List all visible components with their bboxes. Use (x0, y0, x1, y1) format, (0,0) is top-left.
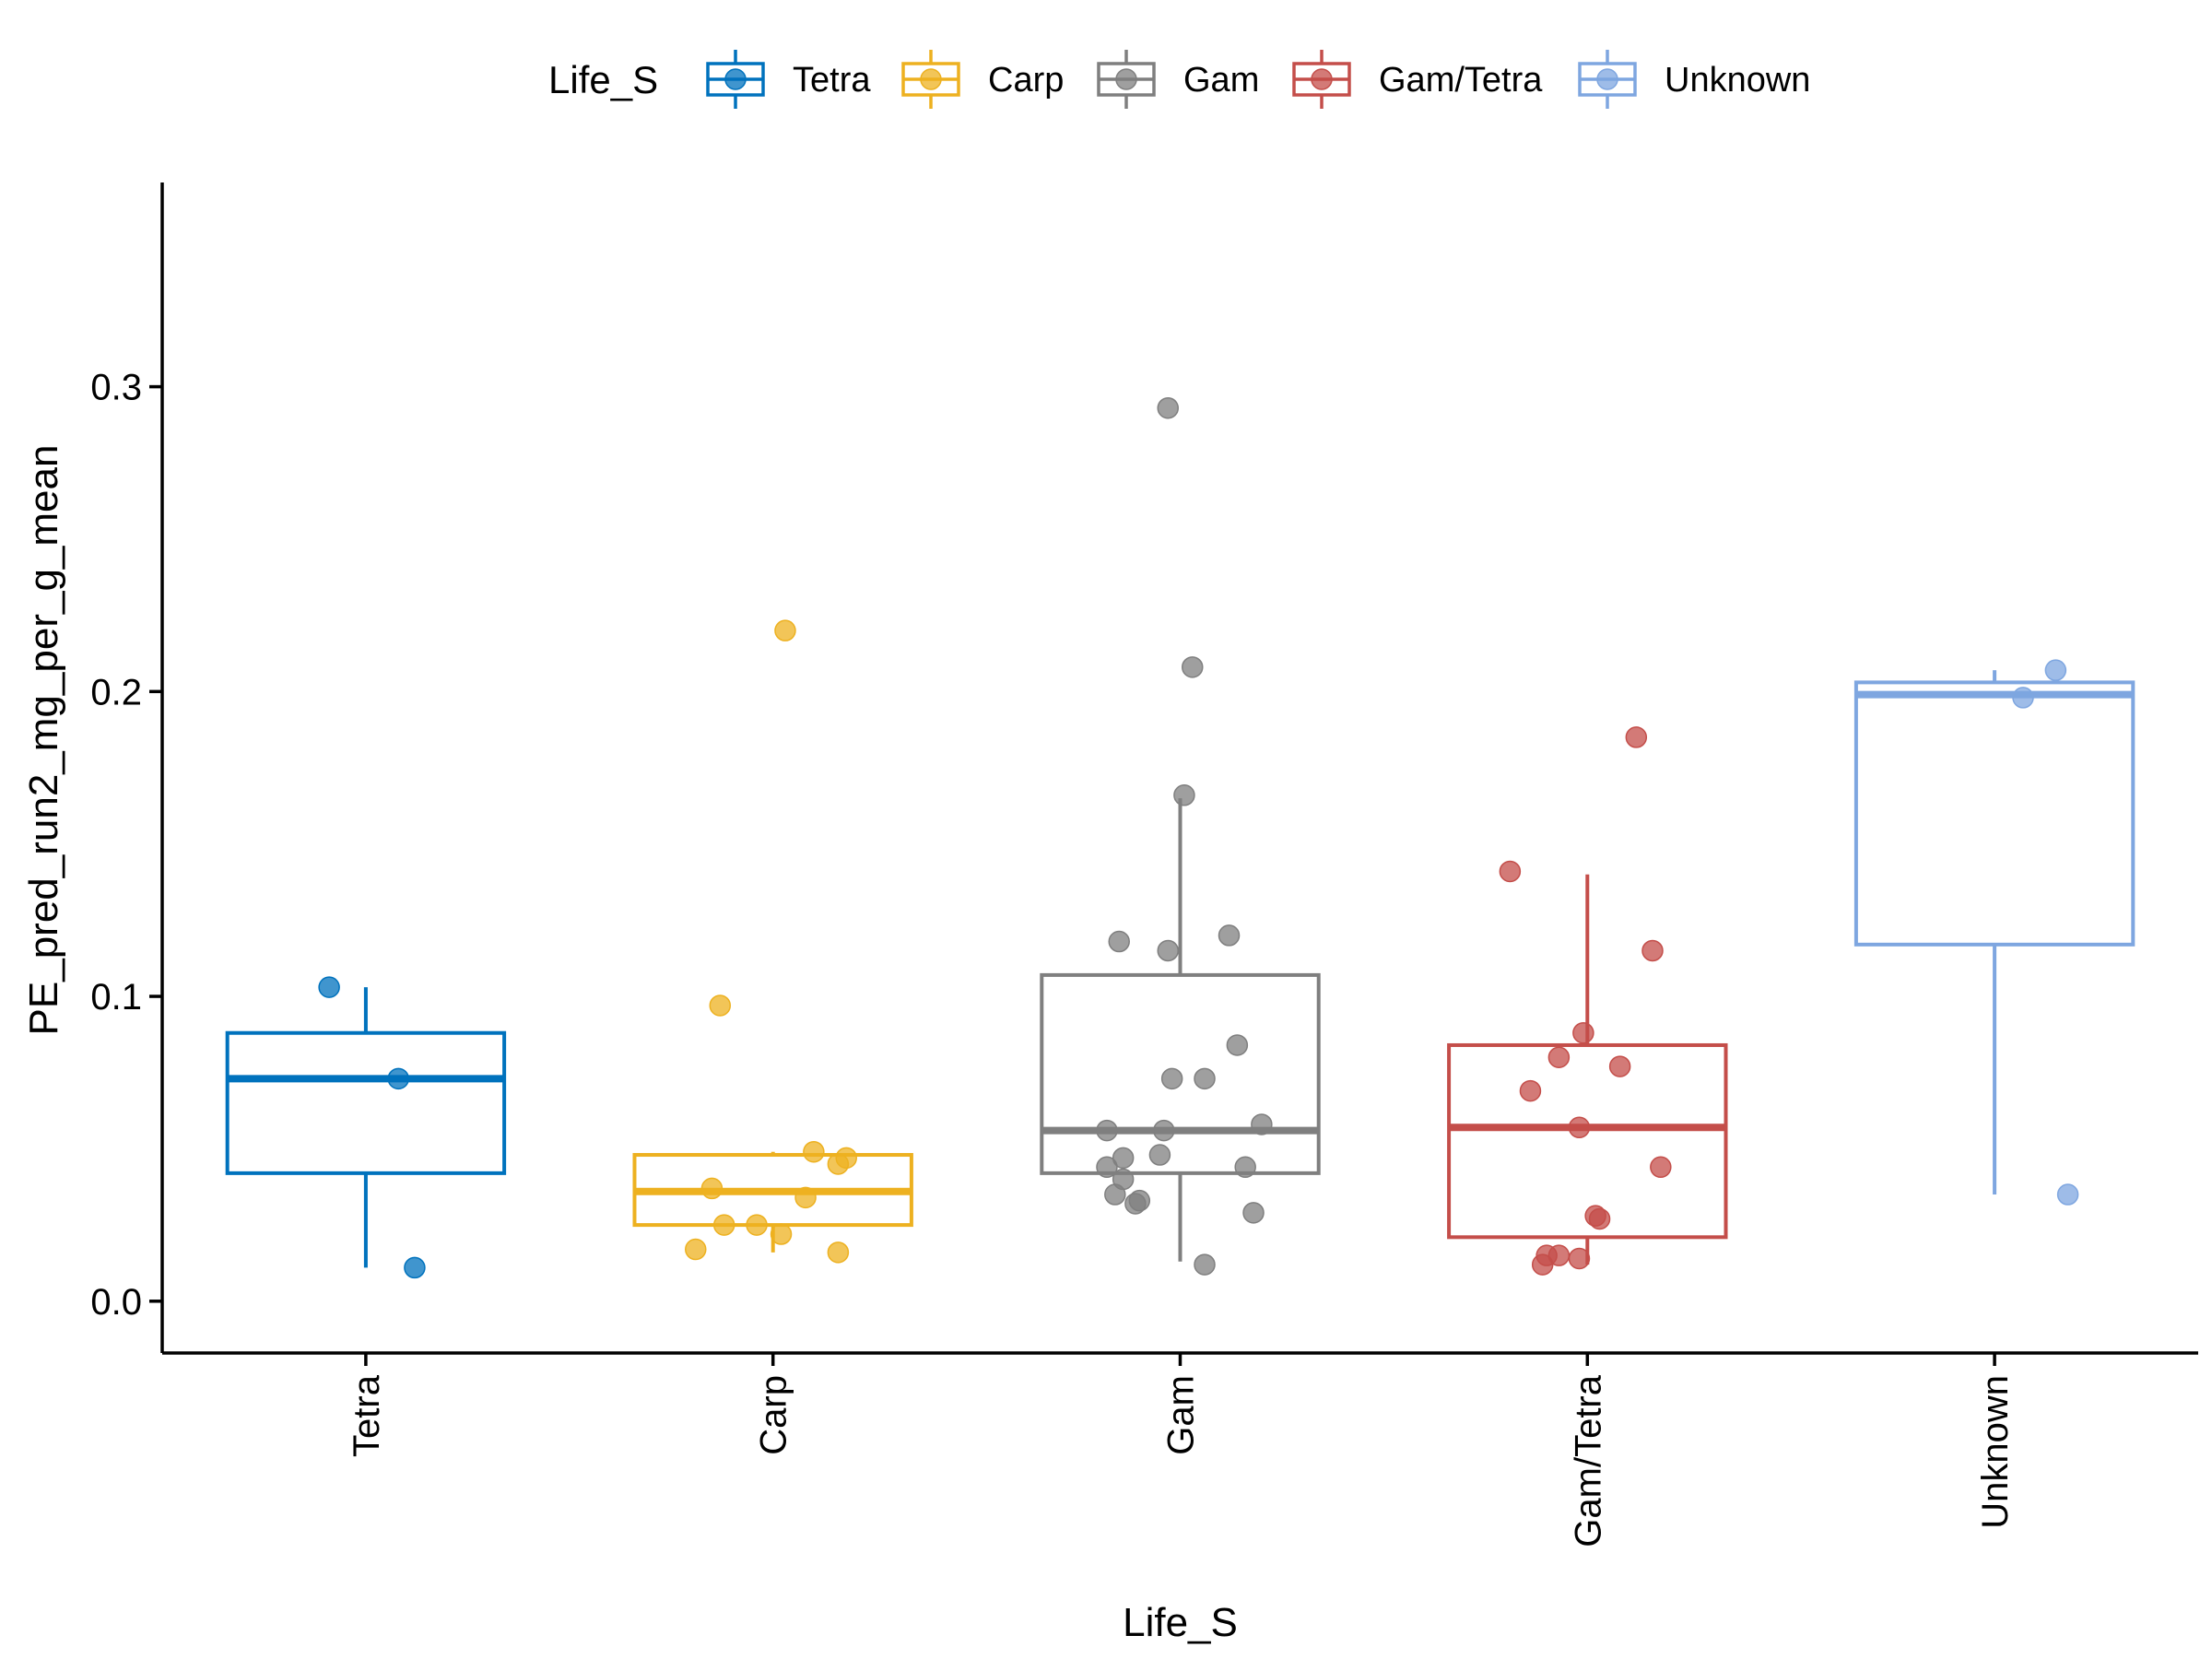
data-point (770, 1223, 793, 1245)
y-tick-label: 0.0 (90, 1282, 142, 1323)
x-tick-label: Carp (754, 1375, 794, 1455)
data-point (1160, 1067, 1183, 1090)
data-point (1531, 1253, 1554, 1276)
data-point (1218, 924, 1241, 947)
data-point (2012, 687, 2034, 709)
data-point (1173, 784, 1195, 806)
x-tick-label: Unknown (1975, 1375, 2016, 1529)
data-point (709, 994, 732, 1017)
data-point (1157, 396, 1179, 419)
box-iqr (1447, 1042, 1728, 1240)
data-point (1242, 1202, 1265, 1224)
data-point (712, 1214, 735, 1236)
box-group-gam-tetra (1447, 874, 1728, 1265)
legend-item-unknown: Unknown (1578, 50, 1810, 109)
x-tick-label: Gam/Tetra (1568, 1374, 1608, 1547)
data-point (1588, 1207, 1611, 1230)
legend: Life_S Tetra Carp Gam Gam/Tetra Unknown (548, 50, 1810, 109)
data-point (2044, 659, 2067, 681)
data-point (1608, 1055, 1631, 1077)
legend-label: Gam/Tetra (1379, 61, 1543, 100)
data-point (1096, 1119, 1118, 1142)
data-point (1251, 1113, 1273, 1135)
data-point (1124, 1193, 1147, 1215)
y-tick-label: 0.1 (90, 977, 142, 1018)
data-point (318, 976, 340, 998)
data-point (1112, 1147, 1135, 1170)
legend-title: Life_S (548, 58, 658, 101)
data-point (2056, 1183, 2079, 1206)
data-point (1226, 1034, 1249, 1056)
box-group-gam (1040, 798, 1321, 1262)
data-point (774, 619, 796, 641)
y-tick-label: 0.3 (90, 368, 142, 408)
legend-label: Tetra (793, 61, 871, 100)
data-point (1157, 939, 1179, 962)
points-carp (685, 619, 857, 1264)
data-point (1182, 656, 1204, 678)
data-point (1153, 1119, 1175, 1142)
y-axis-title: PE_pred_run2_mg_per_g_mean (21, 445, 66, 1036)
data-point (387, 1067, 409, 1090)
data-point (700, 1177, 724, 1200)
data-point (827, 1241, 850, 1264)
legend-item-gam-tetra: Gam/Tetra (1292, 50, 1543, 109)
points-unknown (2012, 659, 2079, 1206)
box-iqr (1853, 680, 2136, 947)
box-iqr (1040, 972, 1321, 1175)
points-tetra (318, 976, 426, 1279)
legend-item-gam: Gam (1097, 50, 1259, 109)
data-point (794, 1186, 817, 1209)
data-point (1547, 1046, 1571, 1068)
data-point (1194, 1067, 1216, 1090)
data-point (1104, 1183, 1126, 1206)
data-point (404, 1256, 426, 1279)
x-axis-title: Life_S (1123, 1600, 1238, 1645)
data-point (1625, 726, 1648, 748)
data-point (1519, 1079, 1542, 1102)
x-tick-label: Tetra (347, 1374, 387, 1457)
points-gam (1096, 396, 1273, 1276)
data-point (1194, 1253, 1216, 1276)
legend-label: Gam (1183, 61, 1259, 100)
axes: 0.0 0.1 0.2 0.3 Tetra Carp Gam Gam/Tetra Unknown (90, 182, 2198, 1547)
data-point (1650, 1156, 1672, 1179)
data-point (685, 1238, 707, 1261)
data-point (1108, 930, 1130, 953)
data-point (1148, 1144, 1171, 1166)
x-tick-label: Gam (1161, 1375, 1202, 1455)
data-point (1568, 1247, 1591, 1270)
data-point (1572, 1021, 1594, 1044)
legend-label: Carp (988, 61, 1064, 100)
plot-area (225, 396, 2136, 1279)
y-tick-label: 0.2 (90, 672, 142, 712)
legend-item-carp: Carp (901, 50, 1064, 109)
data-point (803, 1140, 825, 1163)
data-point (1096, 1156, 1118, 1179)
data-point (1499, 860, 1522, 883)
data-point (1641, 939, 1664, 962)
data-point (746, 1214, 768, 1236)
data-point (1234, 1156, 1256, 1179)
data-point (1568, 1116, 1591, 1139)
box-group-tetra (225, 987, 507, 1268)
legend-label: Unknown (1665, 61, 1810, 100)
box-iqr (225, 1030, 507, 1175)
legend-item-tetra: Tetra (706, 50, 871, 109)
data-point (827, 1153, 850, 1175)
box-group-unknown (1853, 670, 2136, 1195)
points-gam-tetra (1499, 726, 1672, 1276)
